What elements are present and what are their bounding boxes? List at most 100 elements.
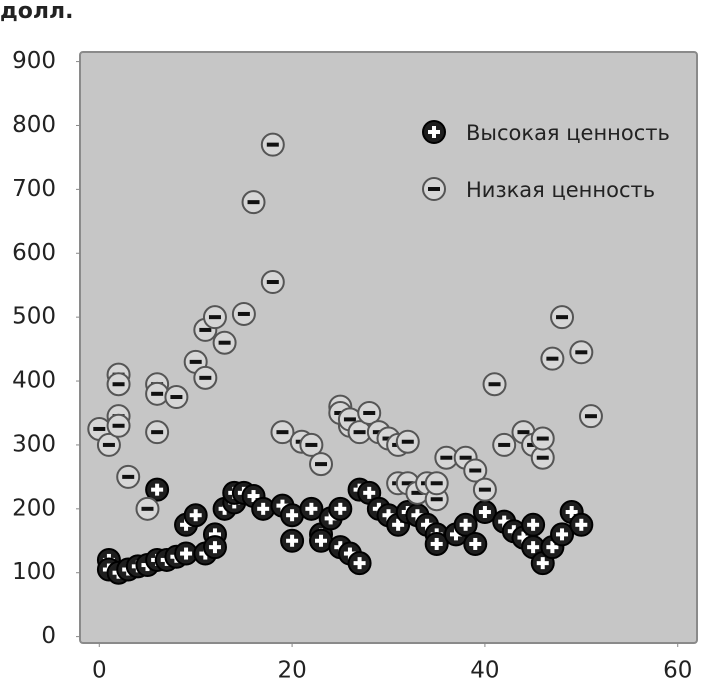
- marker-bar: [517, 430, 530, 435]
- marker-bar: [536, 436, 549, 441]
- point: [241, 190, 266, 215]
- x-tick-label: 40: [470, 658, 499, 683]
- point: [347, 551, 372, 576]
- point: [145, 477, 170, 502]
- point: [270, 420, 295, 445]
- marker-bar: [290, 509, 295, 522]
- marker-bar: [502, 515, 507, 528]
- marker-bar: [237, 311, 250, 316]
- marker-bar: [122, 474, 135, 479]
- marker-bar: [584, 414, 597, 419]
- marker-bar: [531, 541, 536, 554]
- marker-bar: [151, 430, 164, 435]
- marker-bar: [401, 481, 414, 486]
- point: [251, 496, 276, 521]
- y-tick-label: 400: [12, 368, 56, 394]
- marker-bar: [193, 509, 198, 522]
- marker-bar: [276, 430, 289, 435]
- marker-bar: [536, 455, 549, 460]
- marker-bar: [189, 359, 202, 364]
- point: [164, 385, 189, 410]
- marker-bar: [353, 430, 366, 435]
- marker-bar: [102, 442, 115, 447]
- x-tick-label: 60: [663, 658, 692, 683]
- marker-bar: [430, 481, 443, 486]
- point: [299, 432, 324, 457]
- marker-bar: [550, 541, 555, 554]
- marker-bar: [290, 534, 295, 547]
- marker-bar: [141, 506, 154, 511]
- marker-bar: [428, 187, 440, 191]
- marker-bar: [347, 547, 352, 560]
- marker-bar: [556, 315, 569, 320]
- point: [260, 270, 285, 295]
- marker-bar: [569, 506, 574, 519]
- y-tick-label: 100: [12, 559, 56, 585]
- legend-marker: [422, 120, 446, 144]
- point: [174, 541, 199, 566]
- marker-bar: [199, 375, 212, 380]
- marker-bar: [319, 534, 324, 547]
- marker-bar: [579, 518, 584, 531]
- marker-bar: [575, 350, 588, 355]
- marker-bar: [401, 439, 414, 444]
- marker-bar: [430, 497, 443, 502]
- point: [280, 503, 305, 528]
- marker-bar: [112, 382, 125, 387]
- marker-bar: [266, 142, 279, 147]
- point: [472, 477, 497, 502]
- point: [463, 458, 488, 483]
- y-axis-label: долл.: [0, 0, 73, 24]
- marker-bar: [199, 327, 212, 332]
- legend-label: Высокая ценность: [466, 121, 670, 145]
- point: [183, 503, 208, 528]
- marker-bar: [315, 462, 328, 467]
- point: [260, 132, 285, 157]
- point: [424, 471, 449, 496]
- marker-bar: [546, 356, 559, 361]
- marker-bar: [478, 487, 491, 492]
- point: [569, 512, 594, 537]
- point: [482, 372, 507, 397]
- point: [202, 535, 227, 560]
- marker-bar: [469, 468, 482, 473]
- point: [395, 429, 420, 454]
- point: [347, 420, 372, 445]
- y-tick-label: 300: [12, 431, 56, 457]
- marker-bar: [459, 455, 472, 460]
- marker-bar: [247, 200, 260, 205]
- point: [96, 432, 121, 457]
- point: [569, 340, 594, 365]
- marker-bar: [338, 502, 343, 515]
- y-tick-label: 900: [12, 48, 56, 74]
- marker-bar: [218, 340, 231, 345]
- point: [492, 432, 517, 457]
- point: [530, 426, 555, 451]
- marker-bar: [453, 528, 458, 541]
- point: [550, 522, 575, 547]
- y-tick-label: 700: [12, 176, 56, 202]
- marker-bar: [212, 528, 217, 541]
- point: [106, 413, 131, 438]
- marker-bar: [363, 410, 376, 415]
- marker-bar: [305, 442, 318, 447]
- marker-bar: [488, 382, 501, 387]
- point: [578, 404, 603, 429]
- marker-bar: [93, 426, 106, 431]
- marker-bar: [498, 442, 511, 447]
- marker-bar: [386, 509, 391, 522]
- x-tick-label: 20: [277, 658, 306, 683]
- marker-bar: [170, 395, 183, 400]
- point: [145, 381, 170, 406]
- marker-bar: [521, 531, 526, 544]
- point: [540, 346, 565, 371]
- marker-bar: [266, 280, 279, 285]
- marker-bar: [540, 557, 545, 570]
- marker-bar: [463, 518, 468, 531]
- point: [116, 464, 141, 489]
- marker-bar: [432, 126, 436, 138]
- marker-bar: [208, 315, 221, 320]
- point: [453, 512, 478, 537]
- marker-bar: [309, 502, 314, 515]
